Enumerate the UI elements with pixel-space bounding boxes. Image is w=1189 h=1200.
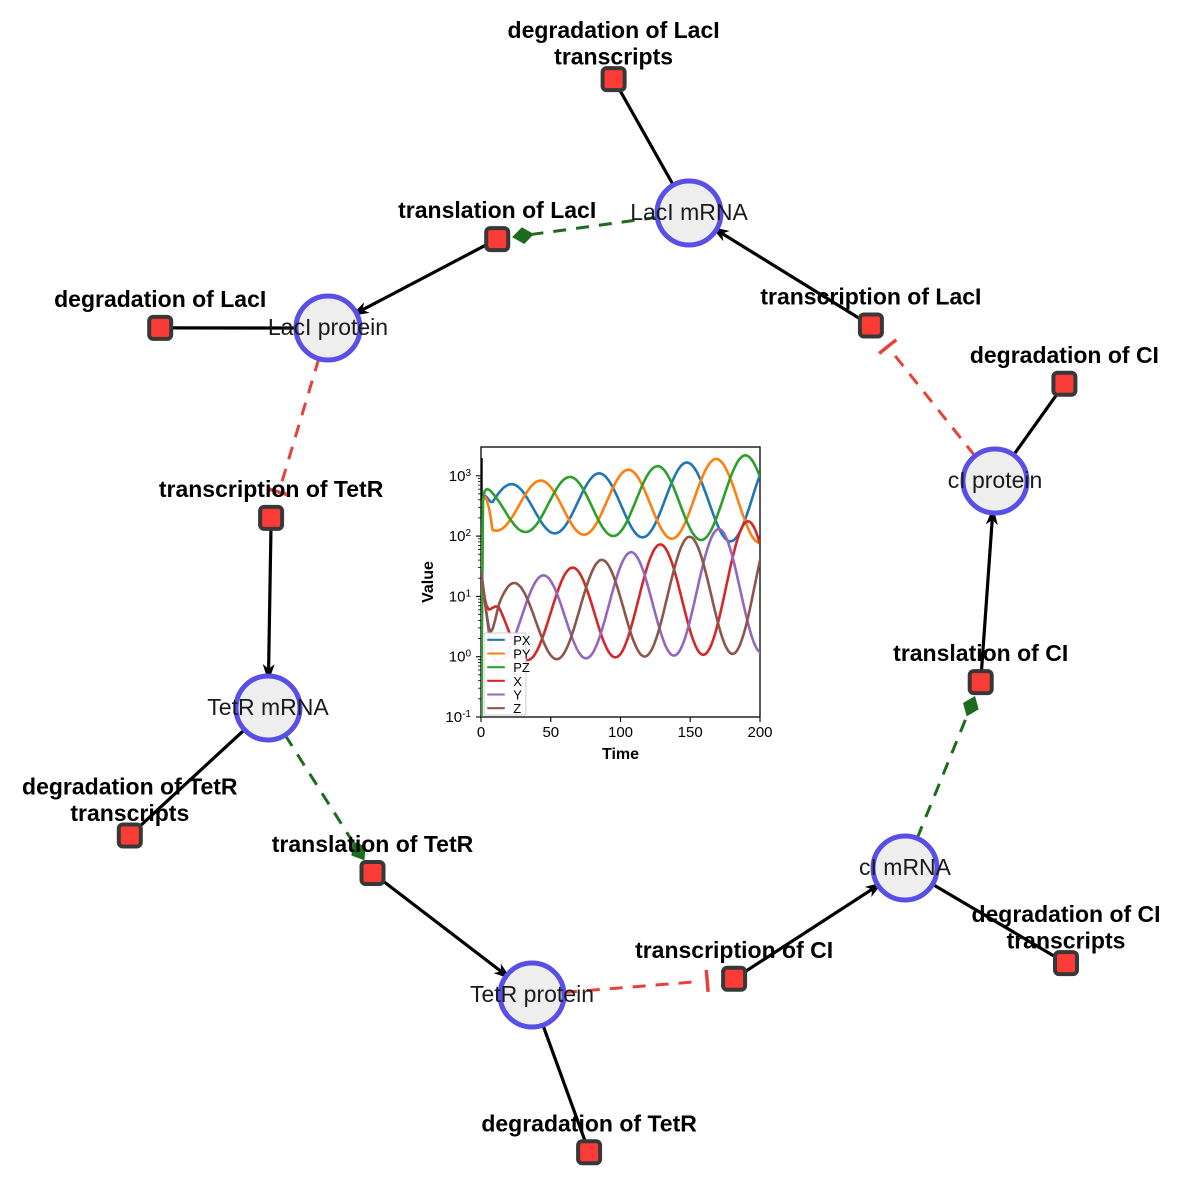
svg-text:TetR protein: TetR protein [470, 981, 594, 1007]
svg-text:150: 150 [678, 724, 703, 741]
svg-text:Z: Z [513, 701, 521, 716]
svg-text:degradation of CI: degradation of CI [970, 342, 1159, 368]
svg-text:cI mRNA: cI mRNA [859, 854, 952, 880]
svg-text:200: 200 [747, 724, 772, 741]
svg-text:LacI mRNA: LacI mRNA [630, 199, 748, 225]
svg-text:Time: Time [602, 746, 639, 763]
svg-text:100: 100 [608, 724, 633, 741]
svg-text:TetR mRNA: TetR mRNA [207, 694, 329, 720]
svg-text:LacI protein: LacI protein [268, 314, 388, 340]
svg-text:degradation of LacI: degradation of LacI [54, 286, 266, 312]
svg-text:transcription of CI: transcription of CI [635, 937, 833, 963]
svg-text:0: 0 [477, 724, 485, 741]
svg-text:translation of TetR: translation of TetR [272, 831, 474, 857]
svg-text:transcription of LacI: transcription of LacI [760, 284, 981, 310]
svg-text:transcription of TetR: transcription of TetR [159, 476, 384, 502]
svg-text:cI protein: cI protein [948, 467, 1043, 493]
svg-text:translation of LacI: translation of LacI [398, 197, 596, 223]
svg-text:degradation of TetR: degradation of TetR [481, 1110, 697, 1136]
svg-text:50: 50 [542, 724, 559, 741]
svg-text:translation of CI: translation of CI [893, 640, 1068, 666]
svg-text:Value: Value [420, 561, 437, 603]
